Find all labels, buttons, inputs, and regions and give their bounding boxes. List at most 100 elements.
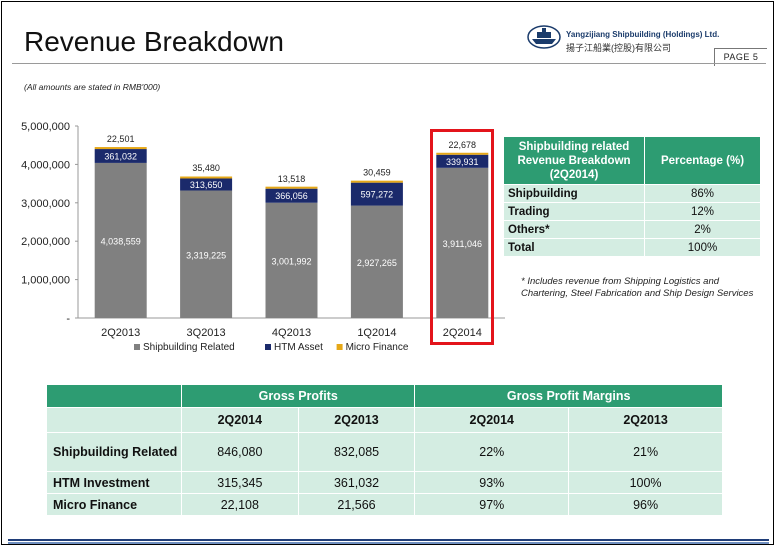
footer-rule: [8, 539, 769, 541]
page-number: PAGE 5: [714, 48, 767, 66]
data-label: 30,459: [363, 167, 391, 177]
x-tick-label: 2Q2014: [443, 327, 482, 339]
page-title: Revenue Breakdown: [24, 26, 284, 57]
data-label: 22,501: [107, 134, 135, 144]
legend-swatch: [134, 344, 140, 350]
bar-segment: [350, 205, 403, 318]
data-label: 3,319,225: [186, 250, 226, 260]
period-header: 2Q2014: [182, 408, 298, 432]
gross-table-corner-sub: [47, 408, 181, 432]
legend-swatch: [265, 344, 271, 350]
table-row: Others* 2%: [504, 221, 760, 238]
gross-cell: 361,032: [298, 472, 415, 493]
company-name-en: Yangzijiang Shipbuilding (Holdings) Ltd.: [566, 30, 720, 39]
gross-cell: 21,566: [298, 494, 415, 515]
gross-row-label: HTM Investment: [47, 472, 181, 493]
bar-segment: [350, 180, 403, 183]
table-row: Trading 12%: [504, 203, 760, 220]
gross-cell: 22%: [415, 433, 569, 471]
legend-label: Micro Finance: [346, 342, 409, 353]
gross-cell: 93%: [415, 472, 569, 493]
data-label: 313,650: [190, 180, 223, 190]
data-label: 2,927,265: [357, 258, 397, 268]
bar-segment: [436, 167, 489, 318]
data-label: 366,056: [275, 191, 308, 201]
data-label: 361,032: [104, 151, 137, 161]
x-tick-label: 2Q2013: [101, 327, 140, 339]
gross-profit-table: Gross Profits Gross Profit Margins 2Q201…: [46, 384, 723, 516]
table-row: HTM Investment 315,345 361,032 93% 100%: [47, 472, 722, 493]
revenue-row-label: Total: [504, 239, 644, 256]
footer-rule-light: [8, 542, 769, 544]
data-label: 35,480: [192, 163, 220, 173]
y-tick-label: 1,000,000: [21, 275, 70, 287]
period-header: 2Q2013: [569, 408, 722, 432]
bar-segment: [436, 152, 489, 155]
gross-cell: 100%: [569, 472, 722, 493]
revenue-row-label: Trading: [504, 203, 644, 220]
bar-segment: [265, 202, 318, 318]
header-divider: [12, 63, 766, 64]
legend-label: Shipbuilding Related: [143, 342, 235, 353]
revenue-breakdown-table: Shipbuilding related Revenue Breakdown (…: [503, 136, 761, 257]
revenue-row-value: 2%: [645, 221, 760, 238]
y-tick-label: -: [66, 313, 70, 325]
legend-label: HTM Asset: [274, 342, 323, 353]
x-tick-label: 1Q2014: [357, 327, 396, 339]
revenue-table-header-label: Shipbuilding related Revenue Breakdown (…: [504, 137, 644, 184]
y-tick-label: 2,000,000: [21, 236, 70, 248]
data-label: 3,911,046: [443, 239, 482, 249]
gross-cell: 21%: [569, 433, 722, 471]
data-label: 4,038,559: [101, 236, 141, 246]
x-tick-label: 3Q2013: [187, 327, 226, 339]
gross-row-label: Micro Finance: [47, 494, 181, 515]
legend-swatch: [336, 344, 343, 350]
bar-segment: [265, 186, 318, 189]
gross-cell: 846,080: [182, 433, 298, 471]
y-tick-label: 3,000,000: [21, 198, 70, 210]
revenue-row-label: Others*: [504, 221, 644, 238]
y-tick-label: 4,000,000: [21, 159, 70, 171]
gross-cell: 832,085: [298, 433, 415, 471]
bar-segment: [180, 178, 233, 191]
gross-profits-header: Gross Profits: [182, 385, 415, 407]
bar-segment: [180, 176, 233, 179]
y-tick-label: 5,000,000: [21, 121, 70, 133]
revenue-table-header-pct: Percentage (%): [645, 137, 760, 184]
gross-table-corner: [47, 385, 181, 407]
company-name-cn: 揚子江船業(控股)有限公司: [566, 43, 671, 53]
amounts-note: (All amounts are stated in RMB'000): [24, 82, 161, 92]
bar-segment: [436, 154, 489, 168]
gross-cell: 96%: [569, 494, 722, 515]
table-row: Shipbuilding 86%: [504, 185, 760, 202]
highlight-2q2014-box: [430, 129, 494, 345]
bar-segment: [94, 147, 147, 150]
table-row: Shipbuilding Related 846,080 832,085 22%…: [47, 433, 722, 471]
data-label: 22,678: [449, 140, 477, 150]
period-header: 2Q2014: [415, 408, 569, 432]
period-header: 2Q2013: [298, 408, 415, 432]
revenue-row-value: 12%: [645, 203, 760, 220]
x-tick-label: 4Q2013: [272, 327, 311, 339]
revenue-row-label: Shipbuilding: [504, 185, 644, 202]
bar-segment: [94, 149, 147, 163]
gross-cell: 22,108: [182, 494, 298, 515]
gross-cell: 97%: [415, 494, 569, 515]
footnote: * Includes revenue from Shipping Logisti…: [521, 276, 754, 299]
table-row: Micro Finance 22,108 21,566 97% 96%: [47, 494, 722, 515]
gross-row-label: Shipbuilding Related: [47, 433, 181, 471]
data-label: 597,272: [361, 190, 394, 200]
bar-segment: [94, 162, 147, 318]
revenue-row-value: 86%: [645, 185, 760, 202]
bar-segment: [265, 188, 318, 203]
data-label: 3,001,992: [271, 256, 311, 266]
data-label: 339,931: [446, 157, 479, 167]
gross-cell: 315,345: [182, 472, 298, 493]
revenue-row-value: 100%: [645, 239, 760, 256]
company-logo-icon: [527, 25, 561, 49]
data-label: 13,518: [278, 174, 306, 184]
bar-segment: [180, 190, 233, 318]
table-row: Total 100%: [504, 239, 760, 256]
